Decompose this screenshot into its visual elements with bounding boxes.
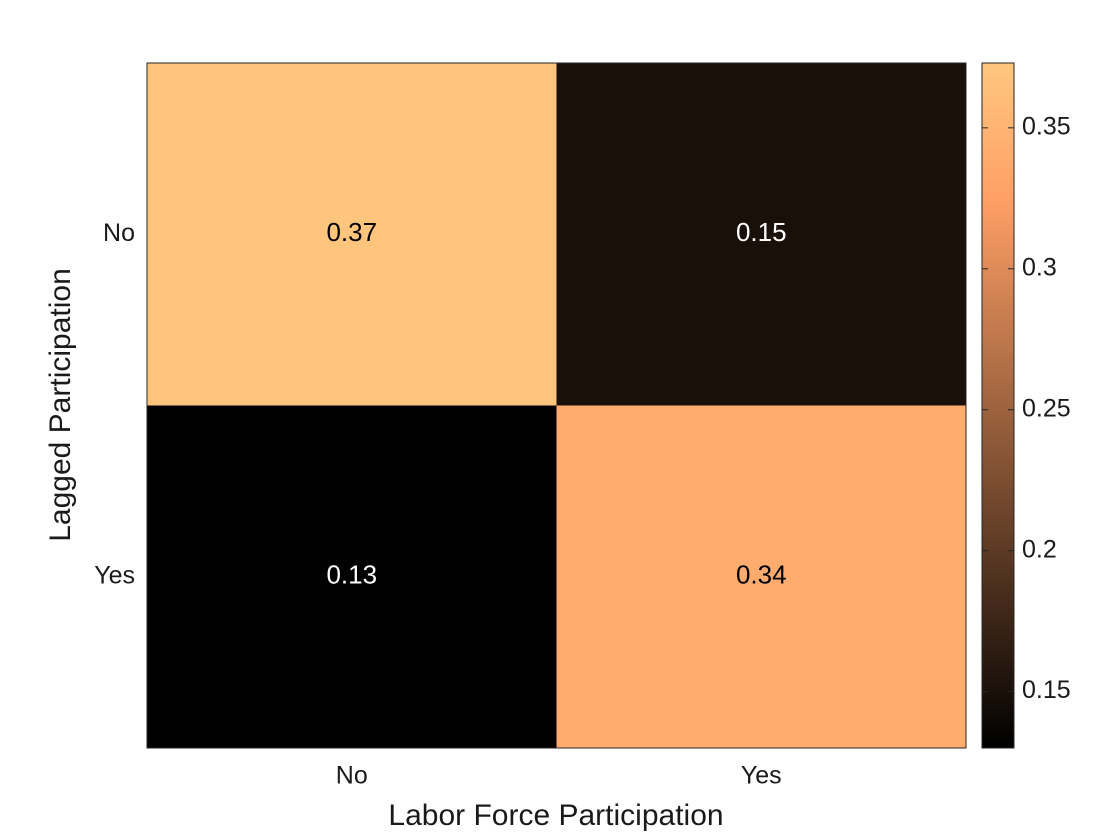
cell-label: 0.13	[326, 560, 377, 590]
cell-label: 0.15	[736, 217, 787, 247]
x-axis-label: Labor Force Participation	[388, 799, 723, 832]
colorbar-tick-label: 0.35	[1022, 112, 1071, 140]
heatmap-cell	[147, 63, 557, 406]
colorbar	[981, 62, 1015, 749]
cell-label: 0.37	[326, 217, 377, 247]
heatmap-cell	[556, 63, 966, 406]
colorbar-tick-label: 0.25	[1022, 394, 1071, 422]
heatmap-cell	[147, 405, 557, 748]
x-tick-label: No	[336, 762, 368, 790]
colorbar-tick-label: 0.3	[1022, 253, 1057, 281]
y-tick-label: Yes	[94, 561, 135, 589]
y-axis-label: Lagged Participation	[44, 268, 77, 542]
colorbar-tick-label: 0.2	[1022, 535, 1057, 563]
y-tick-label: No	[103, 219, 135, 247]
x-tick-label: Yes	[741, 762, 782, 790]
cell-label: 0.34	[736, 560, 787, 590]
plot-frame	[146, 62, 967, 749]
heatmap-cell	[556, 405, 966, 748]
colorbar-tick-label: 0.15	[1022, 676, 1071, 704]
